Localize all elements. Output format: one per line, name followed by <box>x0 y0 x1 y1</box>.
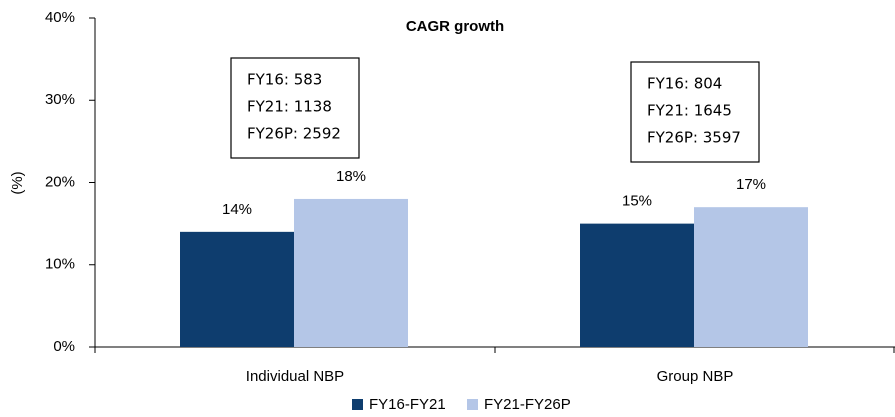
annotation-box <box>230 57 360 159</box>
annotation-text: FY26P: 2592 <box>247 125 341 143</box>
legend-swatch <box>467 399 478 410</box>
y-tick-label: 30% <box>45 91 75 108</box>
annotation-text: FY21: 1645 <box>647 102 732 120</box>
y-tick-label: 10% <box>45 256 75 273</box>
bar <box>294 198 408 347</box>
legend-swatch <box>352 399 363 410</box>
bar <box>580 223 694 347</box>
legend-label: FY21-FY26P <box>484 396 571 413</box>
x-tick-label: Individual NBP <box>246 368 344 385</box>
annotation-text: FY16: 583 <box>247 71 322 89</box>
y-tick-label: 40% <box>45 9 75 26</box>
value-label: 18% <box>336 168 366 185</box>
annotation-text: FY16: 804 <box>647 75 722 93</box>
y-tick-label: 20% <box>45 173 75 190</box>
bar <box>694 207 808 347</box>
y-tick-label: 0% <box>53 338 75 355</box>
annotation-text: FY26P: 3597 <box>647 129 741 147</box>
annotation-box <box>630 61 760 163</box>
value-label: 15% <box>622 193 652 210</box>
value-label: 14% <box>222 201 252 218</box>
value-label: 17% <box>736 176 766 193</box>
annotation-text: FY21: 1138 <box>247 98 332 116</box>
y-axis-label: (%) <box>9 171 26 194</box>
bar <box>180 231 294 347</box>
legend-label: FY16-FY21 <box>369 396 446 413</box>
chart-title: CAGR growth <box>406 18 504 35</box>
x-tick-label: Group NBP <box>657 368 734 385</box>
